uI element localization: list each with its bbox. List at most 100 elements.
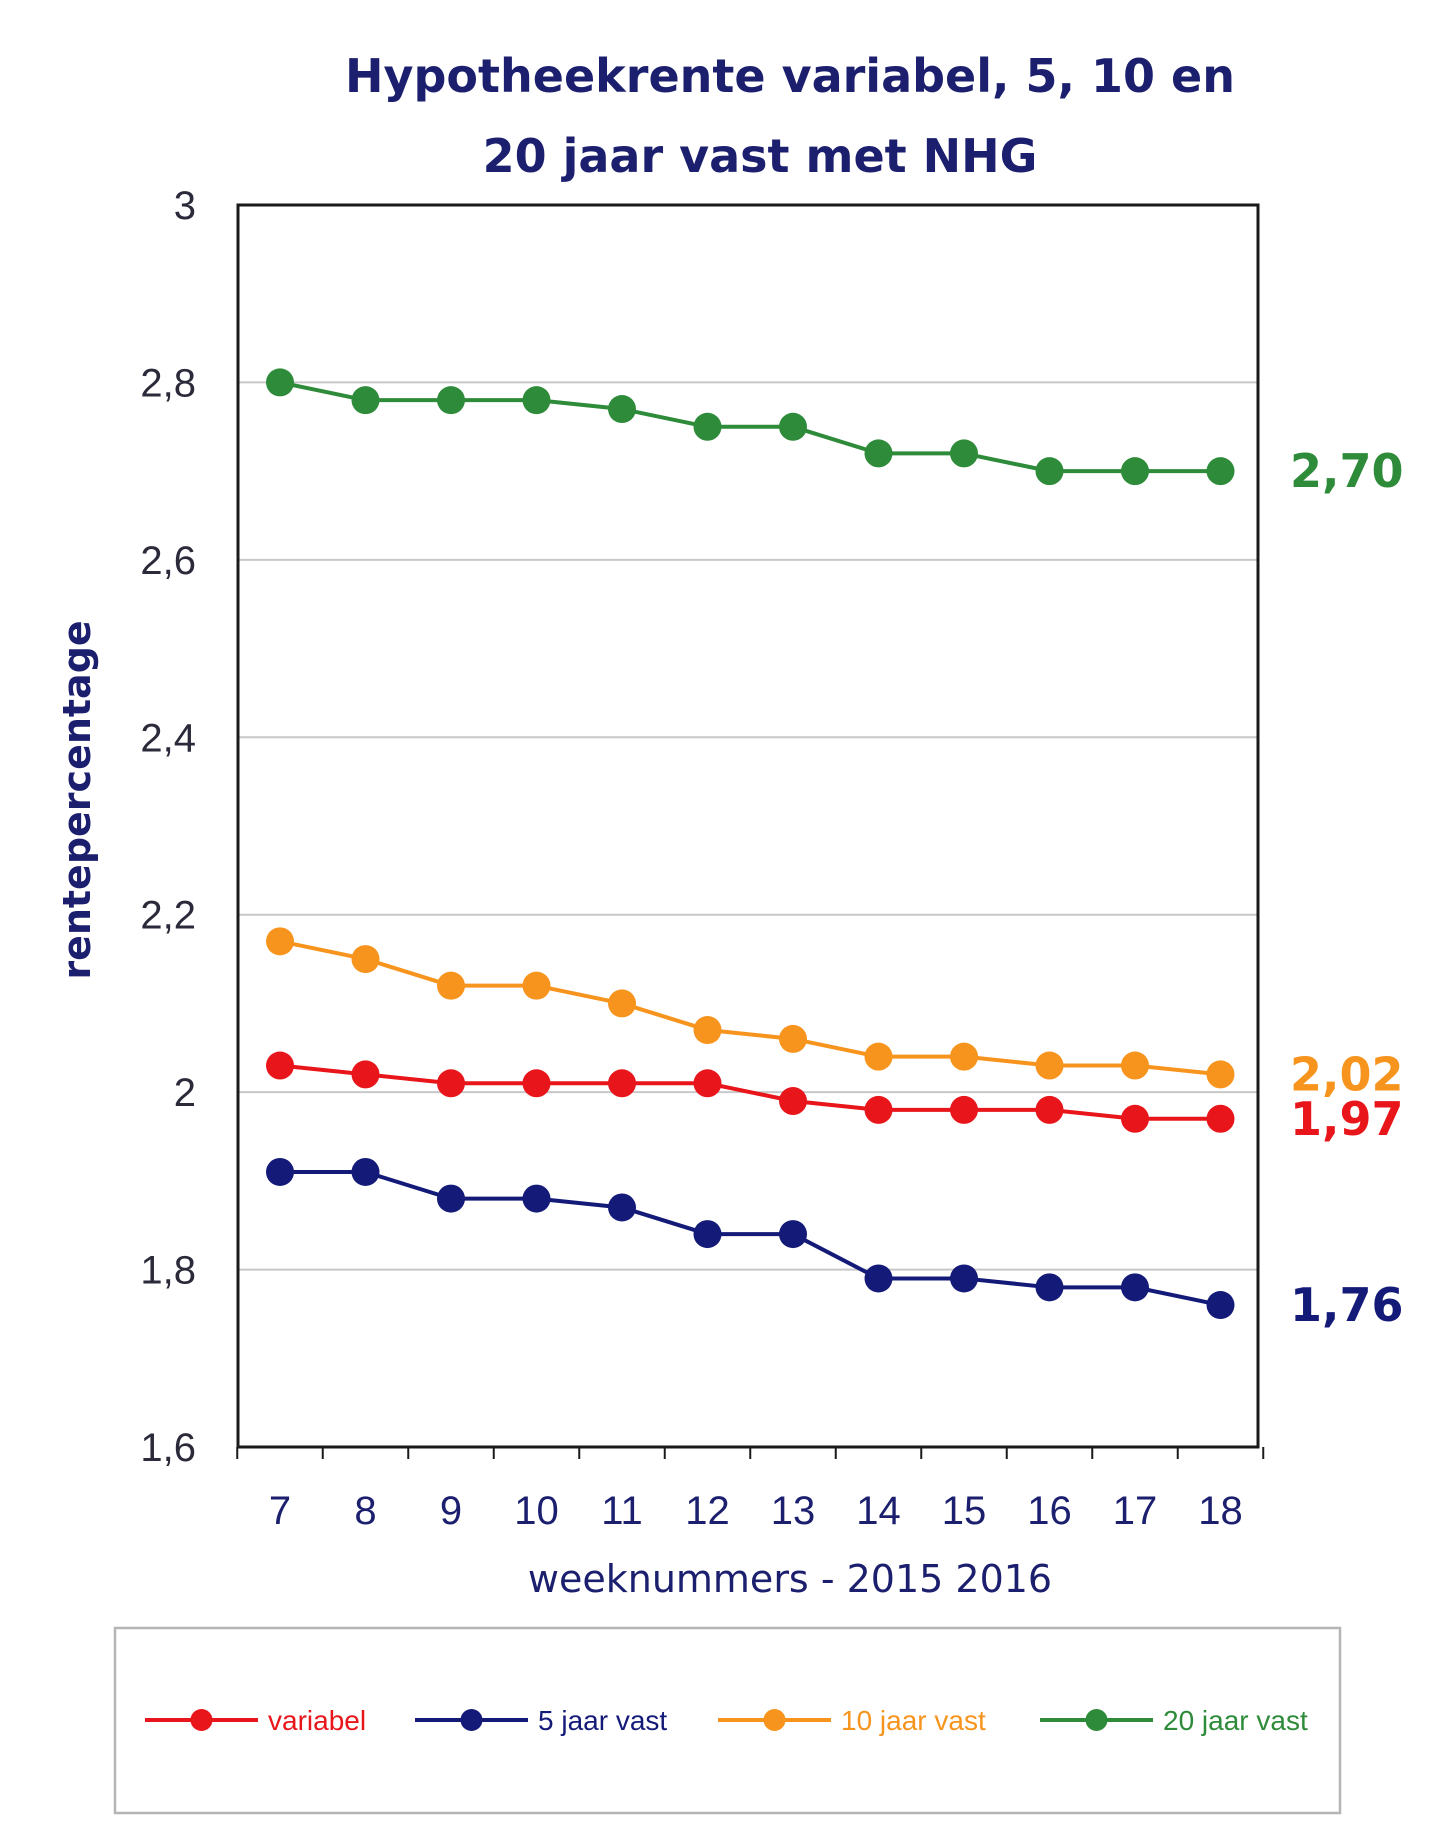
y-axis-ticks: 1,6 1,8 2 2,2 2,4 2,6 2,8 3 xyxy=(140,184,196,1470)
data-point xyxy=(950,1095,978,1124)
data-point xyxy=(1035,457,1064,486)
legend-marker xyxy=(1085,1709,1108,1731)
legend-label: 5 jaar vast xyxy=(538,1705,667,1736)
end-label-5-jaar-vast: 1,76 xyxy=(1290,1278,1404,1332)
data-point xyxy=(608,1069,636,1098)
data-point xyxy=(351,945,380,974)
data-point xyxy=(437,1184,465,1213)
legend: variabel 5 jaar vast 10 jaar vast 20 jaar v… xyxy=(113,1626,1342,1815)
legend-label: 10 jaar vast xyxy=(841,1705,986,1736)
data-point xyxy=(864,439,893,468)
data-point xyxy=(522,1184,551,1213)
series-line xyxy=(279,380,1221,474)
data-point xyxy=(437,971,465,1000)
data-point xyxy=(1206,1060,1235,1089)
x-tick-label: 11 xyxy=(601,1489,643,1533)
data-point xyxy=(522,1069,551,1098)
data-point xyxy=(437,1069,465,1098)
data-point xyxy=(608,989,636,1018)
series-group xyxy=(266,368,1235,1320)
series-5-jaar-vast xyxy=(266,1157,1235,1320)
data-point xyxy=(1121,457,1149,486)
data-point xyxy=(351,386,380,415)
data-point xyxy=(522,971,551,1000)
end-label-variabel: 1,97 xyxy=(1290,1092,1404,1146)
x-tick-label: 15 xyxy=(942,1489,987,1533)
data-point xyxy=(1035,1051,1064,1080)
data-point xyxy=(1206,457,1235,486)
legend-marker xyxy=(763,1709,786,1731)
data-point xyxy=(608,395,636,424)
data-point xyxy=(266,368,294,397)
series-20-jaar-vast xyxy=(266,368,1235,486)
legend-label: 20 jaar vast xyxy=(1163,1705,1308,1736)
data-point xyxy=(1121,1273,1149,1302)
data-point xyxy=(1121,1051,1149,1080)
data-point xyxy=(693,412,722,441)
data-point xyxy=(351,1157,380,1186)
chart-title-line-2: 20 jaar vast met NHG xyxy=(483,129,1038,183)
data-point xyxy=(1035,1095,1064,1124)
data-point xyxy=(437,386,465,415)
end-label-10-jaar-vast: 2,02 xyxy=(1290,1047,1404,1101)
series-line xyxy=(280,1169,1221,1308)
x-tick-label: 18 xyxy=(1198,1489,1243,1533)
x-tick-label: 14 xyxy=(856,1489,901,1533)
data-point xyxy=(1206,1291,1235,1320)
data-point xyxy=(693,1016,722,1045)
data-point xyxy=(779,1220,807,1249)
chart-title: Hypotheekrente variabel, 5, 10 en 20 jaa… xyxy=(345,49,1235,183)
y-tick-label: 2 xyxy=(174,1071,196,1115)
data-point xyxy=(950,1042,978,1071)
x-tick-label: 9 xyxy=(440,1489,462,1533)
x-tick-label: 17 xyxy=(1113,1489,1158,1533)
x-tick-label: 16 xyxy=(1027,1489,1072,1533)
data-point xyxy=(608,1193,636,1222)
y-tick-label: 2,8 xyxy=(140,361,196,405)
legend-item-variabel: variabel xyxy=(145,1705,366,1736)
data-point xyxy=(864,1264,893,1293)
series-line xyxy=(279,939,1221,1077)
y-tick-label: 1,8 xyxy=(140,1249,196,1293)
legend-item-20-jaar-vast: 20 jaar vast xyxy=(1040,1705,1308,1736)
x-tick-label: 7 xyxy=(269,1489,291,1533)
x-tick-label: 12 xyxy=(685,1489,730,1533)
data-point xyxy=(779,412,807,441)
y-axis-label: rentepercentage xyxy=(55,620,99,979)
gridlines xyxy=(238,381,1258,1271)
data-point xyxy=(266,927,294,956)
data-point xyxy=(864,1095,893,1124)
y-tick-label: 2,6 xyxy=(140,539,196,583)
data-point xyxy=(693,1069,722,1098)
legend-marker xyxy=(190,1709,213,1731)
x-tick-label: 8 xyxy=(354,1489,376,1533)
x-tick-label: 13 xyxy=(771,1489,816,1533)
data-point xyxy=(522,386,551,415)
data-point xyxy=(864,1042,893,1071)
data-point xyxy=(779,1087,807,1116)
data-point xyxy=(950,1264,978,1293)
data-point xyxy=(1206,1104,1235,1133)
data-point xyxy=(1035,1273,1064,1302)
data-point xyxy=(1121,1104,1149,1133)
legend-label: variabel xyxy=(268,1705,366,1736)
plot-area xyxy=(236,203,1260,1449)
series-variabel xyxy=(266,1051,1235,1133)
y-tick-label: 3 xyxy=(174,184,196,228)
end-label-20-jaar-vast: 2,70 xyxy=(1290,444,1404,498)
x-tick-label: 10 xyxy=(514,1489,559,1533)
series-line xyxy=(279,1063,1221,1121)
data-point xyxy=(351,1060,380,1089)
x-axis-ticks: 7 8 9 10 11 12 13 14 15 16 17 18 xyxy=(236,1447,1265,1533)
end-labels: 2,021,97 1,76 2,70 xyxy=(1290,444,1404,1332)
legend-marker xyxy=(460,1709,483,1731)
y-tick-label: 2,2 xyxy=(140,894,196,938)
series-10-jaar-vast xyxy=(266,927,1235,1089)
data-point xyxy=(693,1220,722,1249)
data-point xyxy=(266,1051,294,1080)
legend-item-10-jaar-vast: 10 jaar vast xyxy=(718,1705,986,1736)
legend-item-5-jaar-vast: 5 jaar vast xyxy=(415,1705,667,1736)
data-point xyxy=(950,439,978,468)
data-point xyxy=(266,1157,294,1186)
